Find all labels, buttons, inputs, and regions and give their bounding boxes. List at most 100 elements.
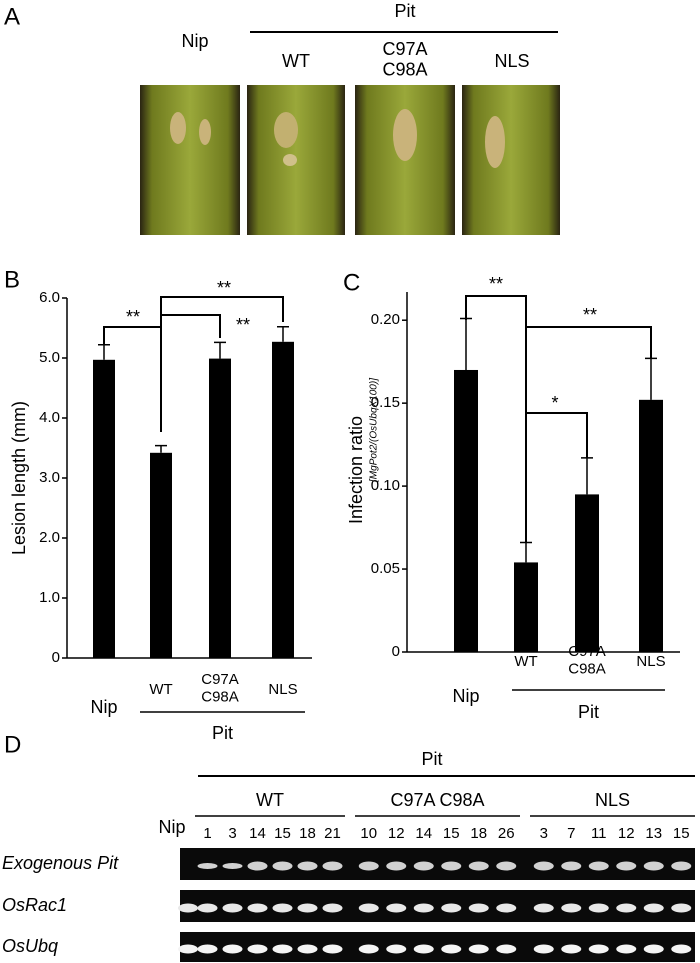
lesion [199,119,211,145]
gel-band [588,903,609,913]
error-bar [277,326,289,342]
x-tick-label: NLS [268,681,297,698]
leaf-photo [140,85,240,235]
gel-band [441,861,462,871]
group-label: Pit [578,702,599,722]
gel-band [671,861,692,871]
gel-band [496,944,517,954]
significance-bracket [160,296,284,432]
panel-label: D [4,731,21,758]
lane-number: 14 [415,825,432,842]
subgroup-label: WT [256,790,284,810]
gel-band [468,861,489,871]
x-tick-label: WT [514,653,537,670]
x-tick-label: C97A C98A [568,643,606,677]
gel-band [616,944,637,954]
gel-band [222,903,243,913]
error-bar [581,457,593,495]
gel-band [561,903,582,913]
subgroup-label: C97A C98A [390,790,484,810]
panel-label: C [343,269,360,296]
lane-number: 7 [567,825,575,842]
gel-band [643,861,664,871]
lane-number: 3 [228,825,236,842]
gel-band [533,861,554,871]
gel-band [272,903,293,913]
lane-label: WT [282,51,310,71]
gel-band [247,903,268,913]
y-tick-label: 4.0 [39,409,60,426]
gel-band [533,944,554,954]
y-tick-label: 0 [392,643,400,660]
gel-band [496,903,517,913]
significance-label: ** [126,307,140,327]
y-tick-label: 5.0 [39,349,60,366]
bar [93,359,115,658]
gel-row-label: OsRac1 [2,895,67,915]
lane-number: 11 [591,825,607,842]
lane-number: 15 [443,825,460,842]
lane-number: 15 [274,825,291,842]
panel-label: A [4,3,20,30]
bar [272,341,294,658]
lane-label: Nip [158,817,185,837]
panel-label: B [4,266,20,293]
gel-band [222,863,243,869]
gel-band [197,863,218,869]
y-axis-label: Infection ratio [346,416,366,524]
gel-band [178,944,198,954]
gel-band [413,903,434,913]
x-tick-label: WT [149,681,172,698]
y-tick-label: 2.0 [39,529,60,546]
chart: C Infection ratio [MgPot2/(OsUbqX100)] 0 0.0… [343,269,680,722]
y-axis-label: Lesion length (mm) [9,401,29,555]
gel-band [386,944,407,954]
significance-label: ** [489,274,503,294]
lane-number: 10 [360,825,377,842]
gel-band [616,903,637,913]
lane-number: 18 [470,825,487,842]
group-label: Pit [421,749,442,769]
gel-band [468,903,489,913]
significance-label: * [551,393,558,413]
significance-label: ** [583,305,597,325]
y-tick-label: 6.0 [39,289,60,306]
photos [140,85,560,235]
lane-label: C97A C98A [382,39,427,80]
lane-number: 26 [498,825,515,842]
lane-number: 12 [388,825,405,842]
bar [209,358,231,658]
x-tick-label: C97A C98A [201,671,239,705]
chart: B Lesion length (mm) 0 1.0 2.0 3.0 4.0 5.0 6.0 Ni… [4,266,312,743]
gel-band [413,861,434,871]
gel-band [386,903,407,913]
category-label-nip: Nip [452,686,479,706]
gel-band [616,861,637,871]
gel-band [496,861,517,871]
gel-band [247,944,268,954]
gel-band [468,944,489,954]
error-bar [645,357,657,400]
lane-number: 14 [249,825,266,842]
bar [454,369,478,652]
subgroup-label: NLS [595,790,630,810]
gel-band [358,903,379,913]
significance-bracket [526,326,652,359]
lane-number: 21 [324,825,341,842]
gel-band [643,944,664,954]
gel-band [178,903,198,913]
error-bar [520,541,532,563]
gel-band [441,944,462,954]
y-tick-label: 0 [52,649,60,666]
bar [514,562,538,652]
gel-band [643,903,664,913]
gel-band [197,903,218,913]
y-tick-label: 0.10 [371,477,400,494]
lesion [393,109,417,161]
gel-band [413,944,434,954]
gel-band [588,861,609,871]
gel-band [197,944,218,954]
y-tick-label: 1.0 [39,589,60,606]
